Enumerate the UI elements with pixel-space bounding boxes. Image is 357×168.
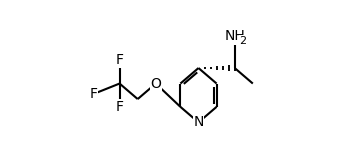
Text: NH: NH xyxy=(224,29,245,44)
Text: F: F xyxy=(116,53,124,67)
Text: O: O xyxy=(150,77,161,91)
Text: 2: 2 xyxy=(240,35,247,46)
Text: F: F xyxy=(116,100,124,114)
Text: N: N xyxy=(193,115,204,129)
Text: F: F xyxy=(90,87,98,101)
